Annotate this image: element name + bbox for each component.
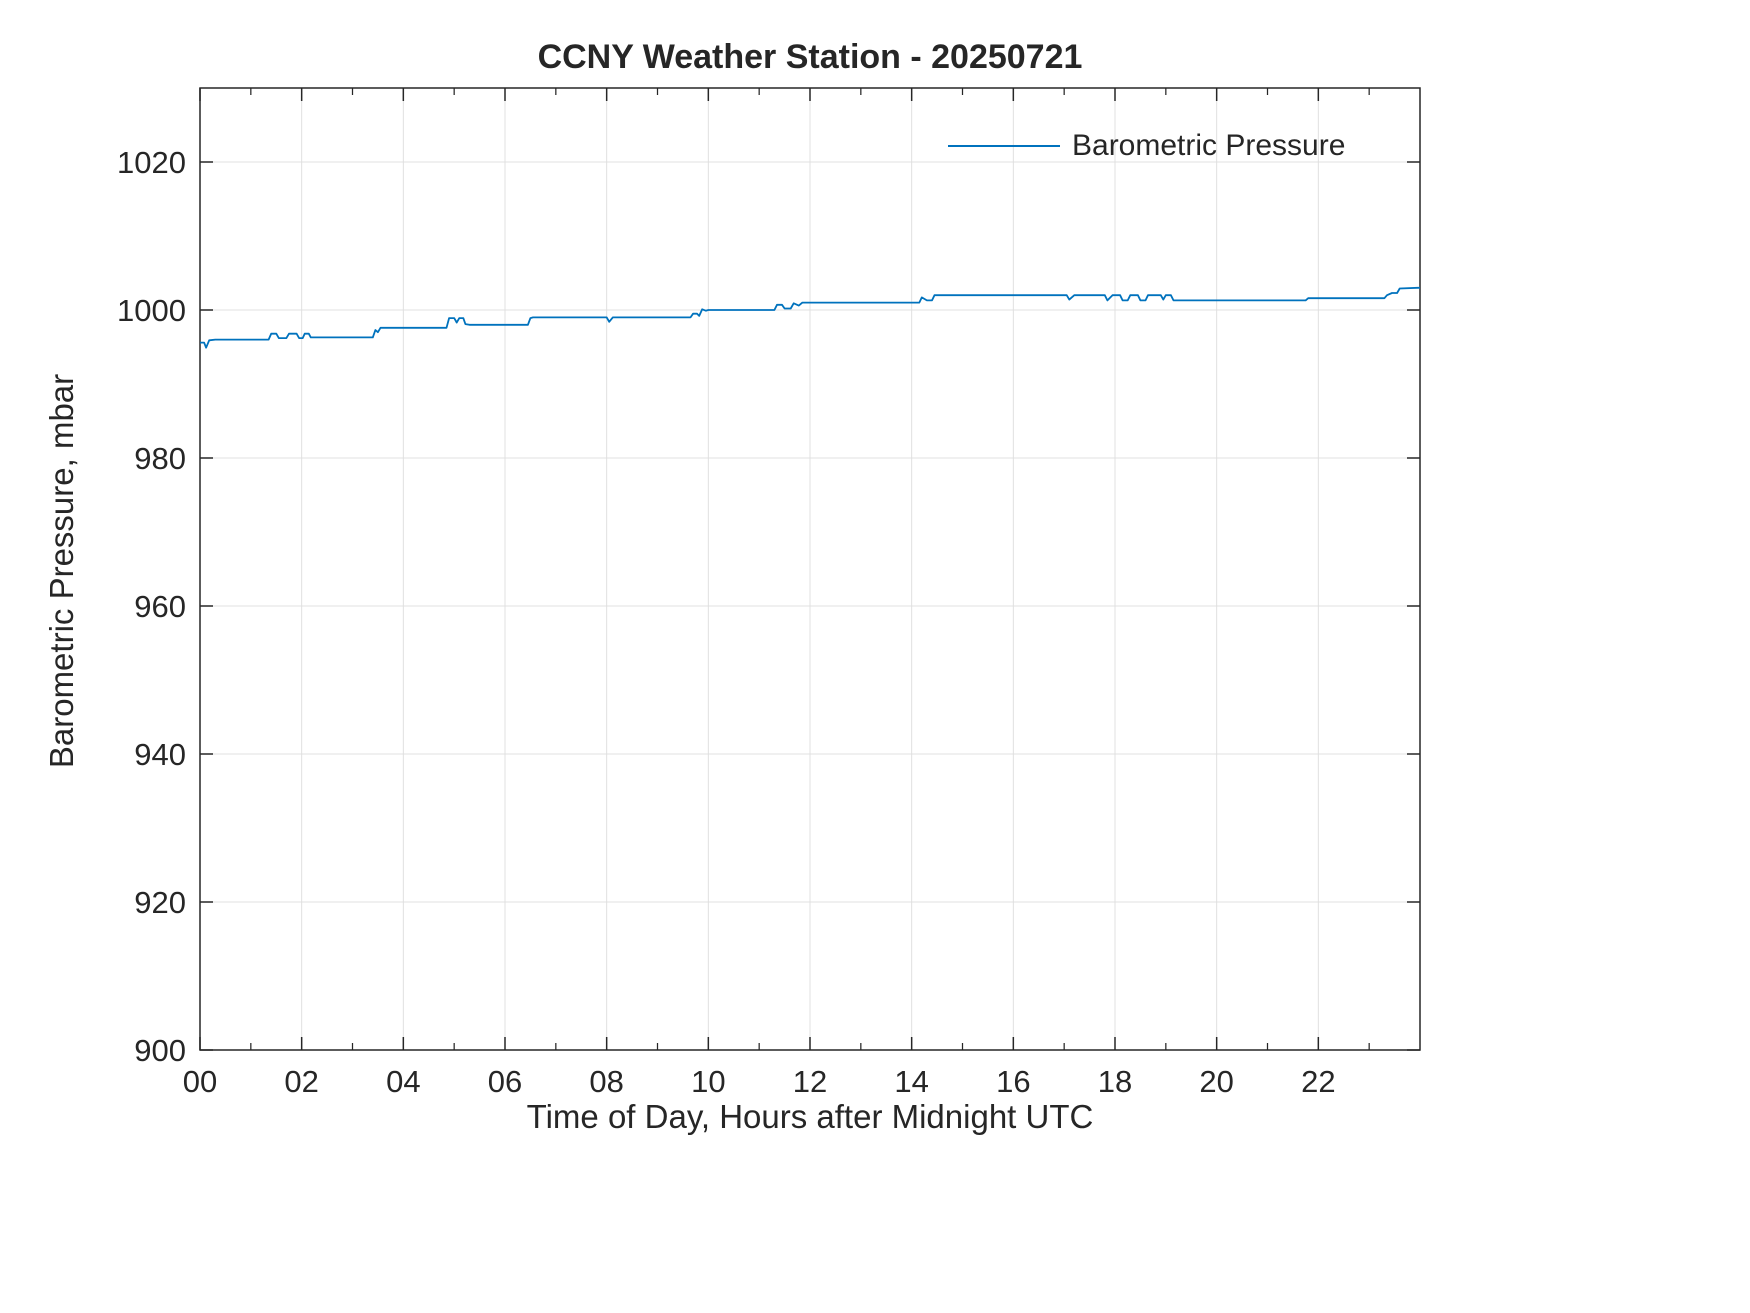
x-tick-label: 12 [793, 1064, 827, 1099]
y-axis-label: Barometric Pressure, mbar [43, 373, 80, 769]
legend: Barometric Pressure [948, 129, 1345, 163]
x-tick-label: 04 [386, 1064, 420, 1099]
x-tick-label: 16 [996, 1064, 1030, 1099]
y-tick-label: 900 [134, 1033, 186, 1068]
legend-label: Barometric Pressure [1072, 129, 1346, 162]
x-tick-label: 06 [488, 1064, 522, 1099]
y-tick-label: 920 [134, 885, 186, 920]
y-tick-label: 980 [134, 441, 186, 476]
x-tick-label: 20 [1199, 1064, 1233, 1099]
pressure-line [200, 286, 1420, 349]
chart-title: CCNY Weather Station - 20250721 [537, 38, 1083, 76]
x-tick-label: 00 [183, 1064, 217, 1099]
y-tick-label: 960 [134, 589, 186, 624]
x-tick-label: 14 [894, 1064, 928, 1099]
y-tick-label: 1020 [117, 145, 186, 180]
legend-line-sample [948, 145, 1060, 147]
x-tick-label: 08 [589, 1064, 623, 1099]
x-tick-label: 18 [1098, 1064, 1132, 1099]
x-tick-label: 02 [284, 1064, 318, 1099]
x-tick-label: 10 [691, 1064, 725, 1099]
x-axis-label: Time of Day, Hours after Midnight UTC [526, 1098, 1094, 1135]
y-tick-label: 940 [134, 737, 186, 772]
y-tick-label: 1000 [117, 293, 186, 328]
x-tick-label: 22 [1301, 1064, 1335, 1099]
